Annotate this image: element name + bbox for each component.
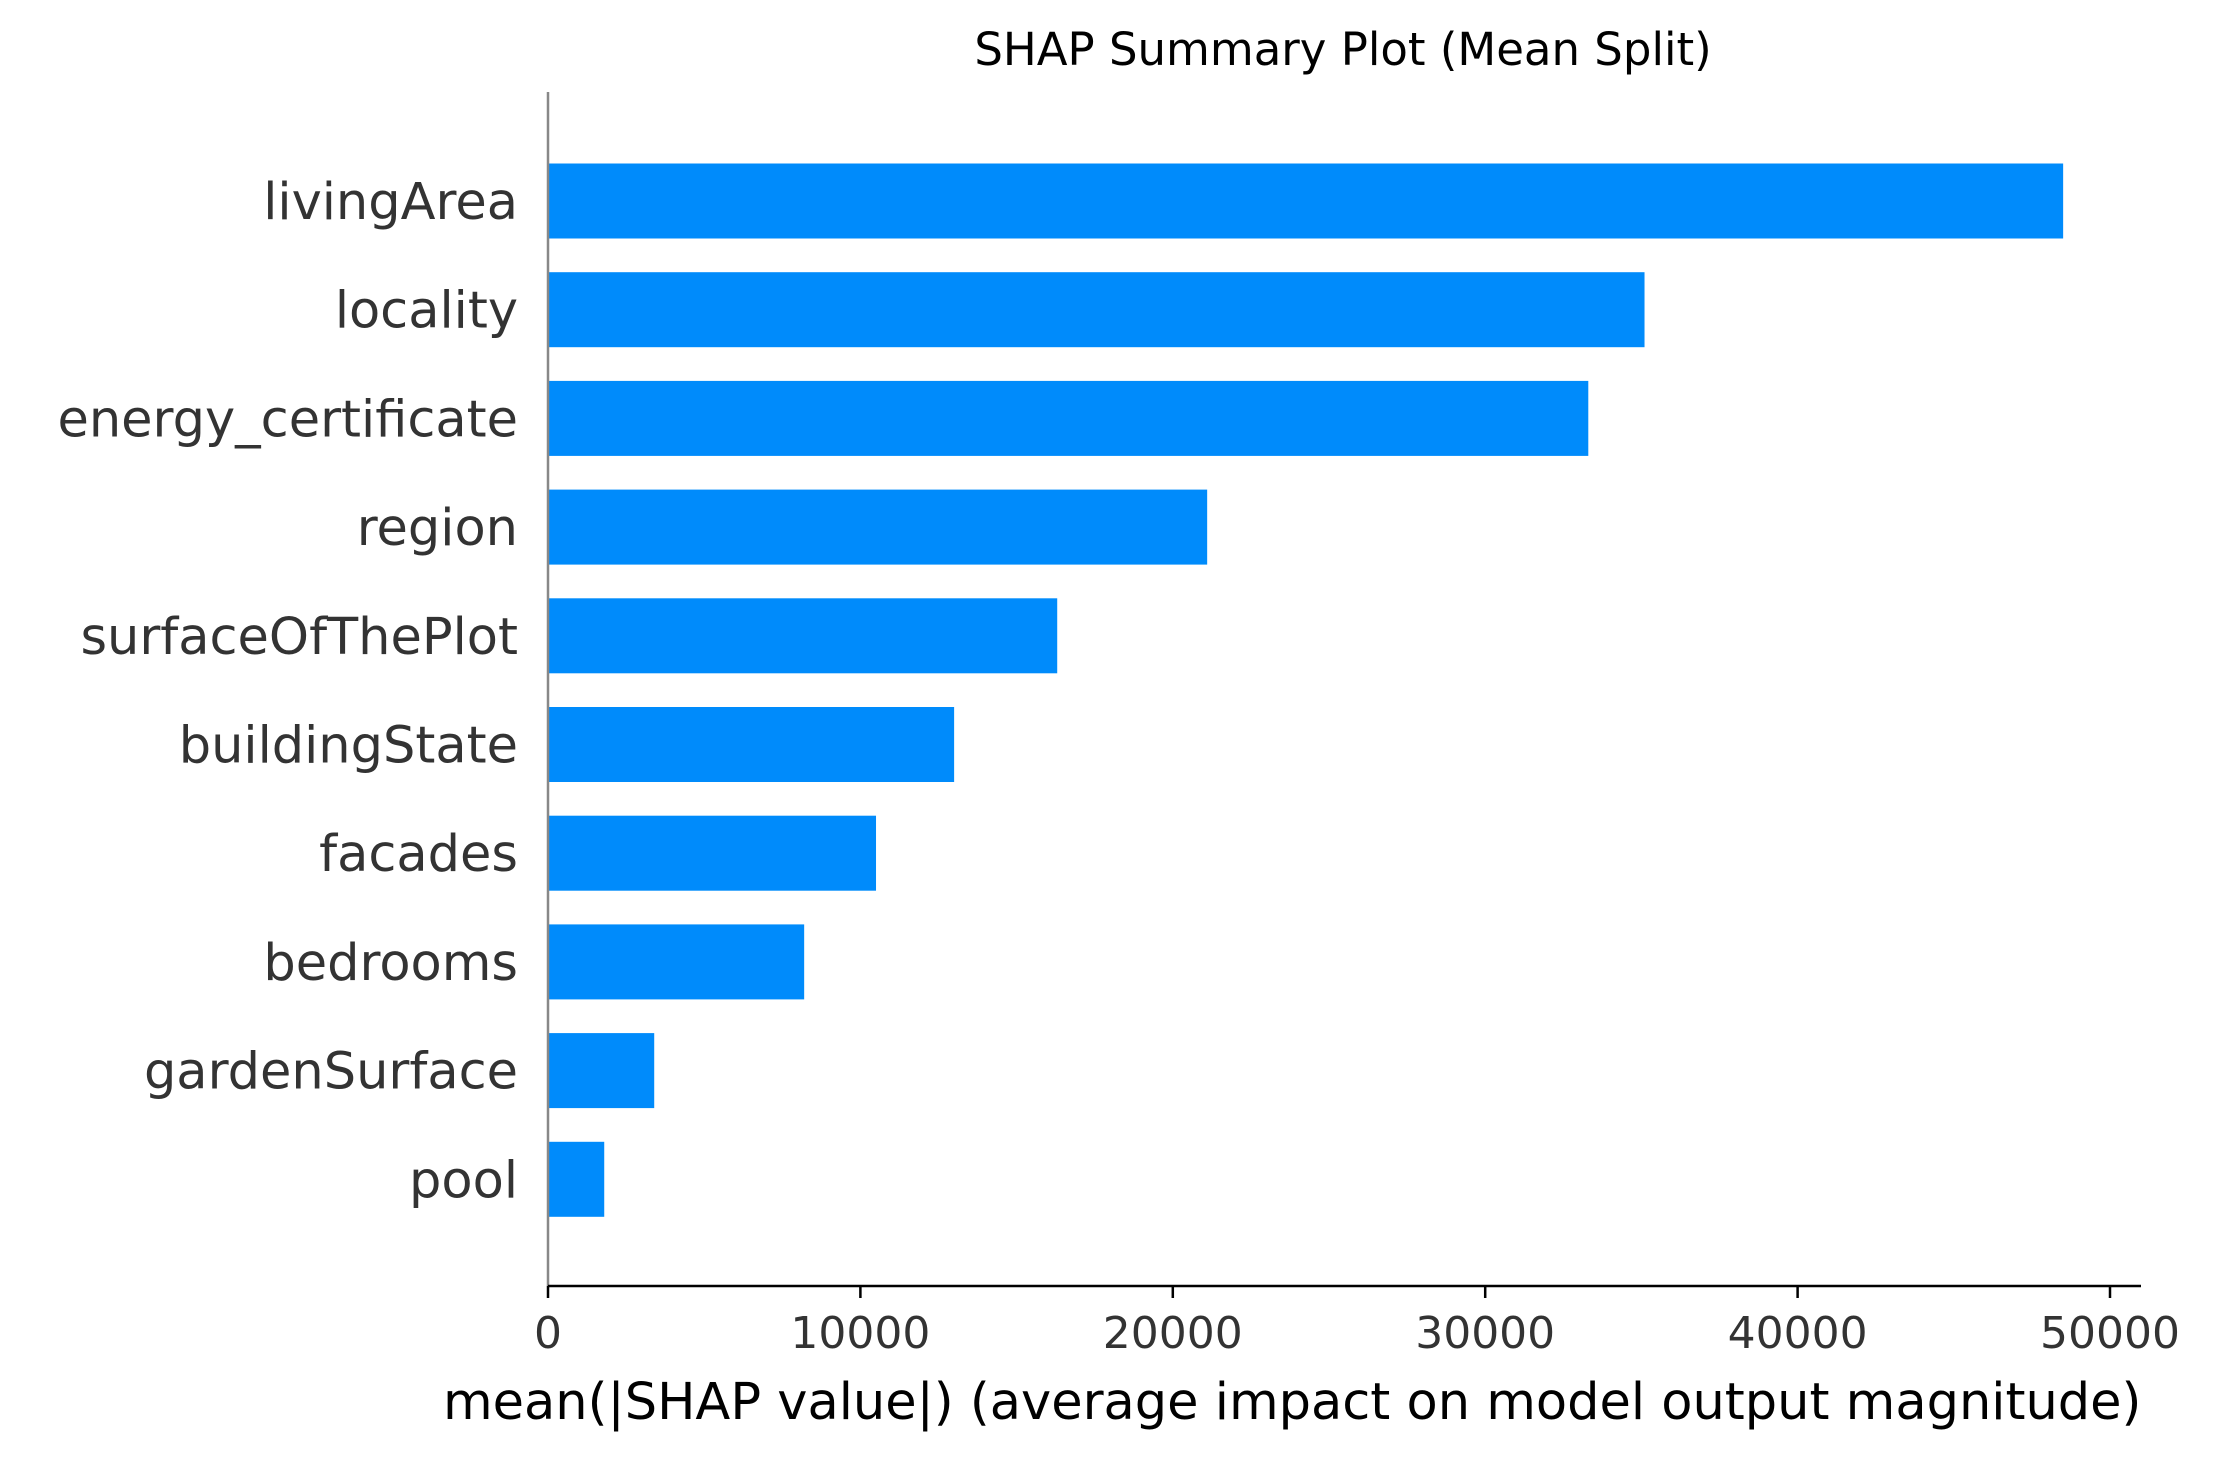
bar-pool [548, 1141, 605, 1217]
y-tick-labels: livingArea locality energy_certificateregi… [57, 173, 518, 1210]
y-label-pool: pool [409, 1151, 518, 1210]
x-tick-group: 0 10000 20000 30000 40000 50000 [534, 1286, 2180, 1359]
x-tick-label-20000: 20000 [1103, 1308, 1243, 1359]
bar-locality [548, 272, 1645, 348]
bar-surfaceOfThePlot [548, 598, 1058, 674]
y-label-livingArea: livingArea [263, 173, 518, 232]
bar-gardenSurface [548, 1033, 655, 1109]
bar-bedrooms [548, 924, 805, 1000]
bar-buildingState [548, 707, 955, 782]
x-tick-label-50000: 50000 [2040, 1308, 2180, 1359]
y-label-bedrooms: bedrooms [263, 934, 518, 993]
bars-group [548, 163, 2064, 1217]
y-label-locality: locality [335, 282, 518, 341]
x-tick-label-0: 0 [534, 1308, 562, 1359]
y-label-facades: facades [319, 825, 518, 884]
y-label-gardenSurface: gardenSurface [144, 1043, 518, 1102]
y-label-energy_certificate: energy_certificate [57, 390, 518, 449]
bar-region [548, 489, 1208, 565]
y-label-surfaceOfThePlot: surfaceOfThePlot [80, 608, 518, 667]
x-axis-label: mean(|SHAP value|) (average impact on mo… [443, 1373, 2141, 1432]
bar-livingArea [548, 163, 2064, 239]
y-label-buildingState: buildingState [179, 717, 518, 776]
bar-facades [548, 815, 877, 891]
x-tick-label-40000: 40000 [1728, 1308, 1868, 1359]
y-label-region: region [357, 499, 518, 558]
chart-title: SHAP Summary Plot (Mean Split) [974, 23, 1711, 76]
bar-energy_certificate [548, 380, 1589, 456]
x-tick-label-10000: 10000 [790, 1308, 930, 1359]
x-tick-label-30000: 30000 [1415, 1308, 1555, 1359]
